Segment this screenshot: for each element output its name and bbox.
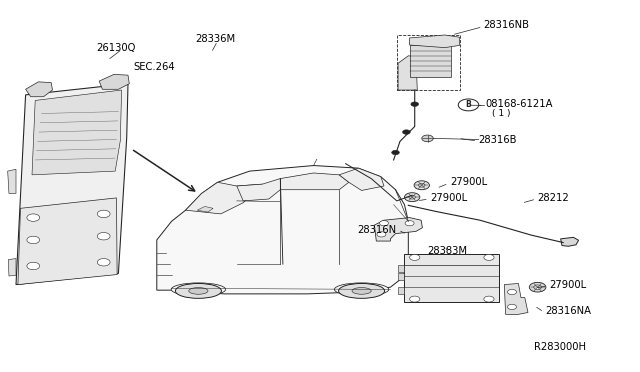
Circle shape [410, 296, 420, 302]
Text: 28316NA: 28316NA [545, 306, 591, 316]
Circle shape [404, 193, 420, 202]
Polygon shape [157, 166, 408, 294]
Text: 28212: 28212 [538, 193, 570, 203]
Ellipse shape [334, 283, 388, 296]
Circle shape [377, 232, 386, 237]
Circle shape [97, 210, 110, 218]
Circle shape [27, 262, 40, 270]
Bar [398, 265, 404, 272]
Text: 08168-6121A: 08168-6121A [485, 99, 552, 109]
Polygon shape [237, 179, 280, 201]
Text: R283000H: R283000H [534, 342, 586, 352]
Circle shape [529, 282, 546, 292]
Circle shape [27, 236, 40, 244]
Ellipse shape [339, 283, 385, 298]
Polygon shape [398, 56, 417, 90]
Text: 28316N: 28316N [357, 225, 396, 235]
Text: 28383M: 28383M [428, 247, 468, 256]
Circle shape [419, 183, 425, 187]
Bar [410, 45, 451, 77]
Bar [404, 254, 499, 302]
Polygon shape [410, 35, 460, 48]
Text: 28316NB: 28316NB [483, 20, 529, 30]
Polygon shape [8, 259, 16, 276]
Polygon shape [99, 74, 129, 89]
Circle shape [409, 195, 415, 199]
Circle shape [410, 254, 420, 260]
Ellipse shape [172, 283, 226, 296]
Circle shape [411, 102, 419, 106]
Polygon shape [339, 168, 384, 190]
Circle shape [458, 99, 479, 111]
Circle shape [422, 135, 433, 142]
Text: 27900L: 27900L [430, 193, 467, 203]
Circle shape [405, 221, 414, 226]
Polygon shape [374, 218, 422, 241]
Circle shape [403, 130, 410, 134]
Circle shape [380, 221, 388, 226]
Polygon shape [280, 173, 349, 190]
Ellipse shape [189, 288, 208, 294]
Polygon shape [197, 206, 213, 212]
Circle shape [484, 254, 494, 260]
Ellipse shape [352, 288, 371, 294]
Ellipse shape [175, 283, 221, 298]
Circle shape [414, 181, 429, 190]
Circle shape [392, 150, 399, 155]
Bar [397, 35, 460, 90]
Circle shape [27, 214, 40, 221]
Polygon shape [561, 237, 579, 246]
Circle shape [97, 232, 110, 240]
Polygon shape [16, 84, 128, 285]
Circle shape [97, 259, 110, 266]
Polygon shape [32, 90, 122, 175]
Text: 27900L: 27900L [549, 280, 586, 290]
Text: ( 1 ): ( 1 ) [492, 109, 511, 118]
Polygon shape [504, 283, 528, 314]
Text: 28316B: 28316B [479, 135, 517, 145]
Circle shape [508, 304, 516, 310]
Text: B: B [466, 100, 471, 109]
Circle shape [534, 285, 541, 289]
Bar [398, 287, 404, 294]
Text: 26130Q: 26130Q [96, 44, 136, 53]
Circle shape [508, 289, 516, 295]
Circle shape [484, 296, 494, 302]
Text: 28336M: 28336M [195, 34, 236, 44]
Polygon shape [18, 198, 117, 285]
Polygon shape [186, 182, 262, 214]
Polygon shape [26, 82, 52, 97]
Text: SEC.264: SEC.264 [133, 62, 175, 72]
Text: 27900L: 27900L [450, 177, 487, 187]
Bar [398, 273, 404, 280]
Polygon shape [8, 169, 16, 193]
